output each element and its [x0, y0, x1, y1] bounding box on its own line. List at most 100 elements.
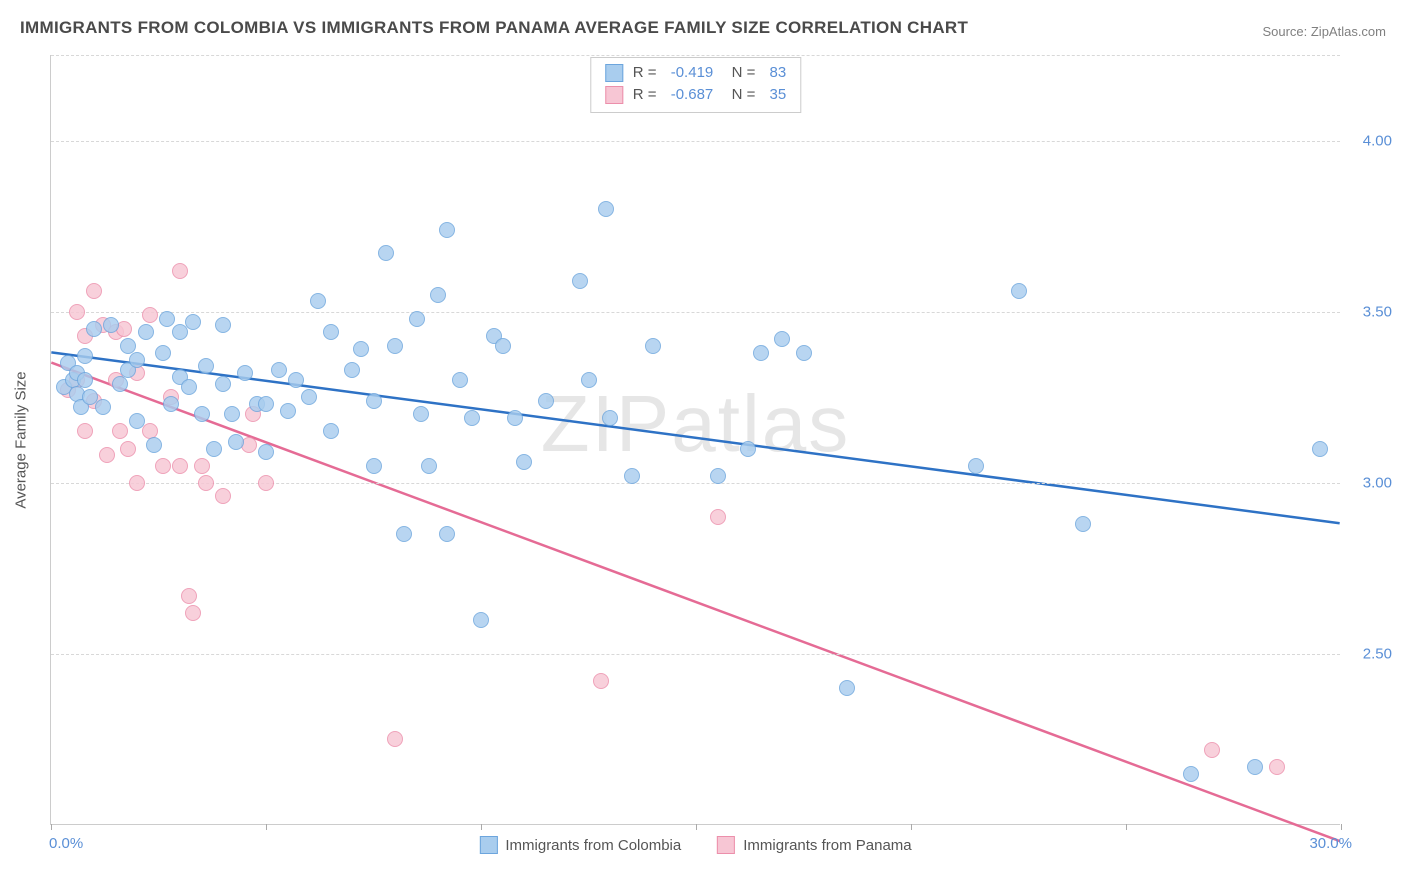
scatter-point-colombia [1247, 759, 1263, 775]
scatter-point-panama [69, 304, 85, 320]
scatter-point-colombia [155, 345, 171, 361]
scatter-point-colombia [710, 468, 726, 484]
grid-line [51, 55, 1340, 56]
scatter-point-colombia [129, 352, 145, 368]
x-tick [266, 824, 267, 830]
scatter-point-colombia [507, 410, 523, 426]
scatter-point-colombia [753, 345, 769, 361]
scatter-point-panama [172, 458, 188, 474]
source-attribution: Source: ZipAtlas.com [1262, 24, 1386, 39]
scatter-point-panama [112, 423, 128, 439]
scatter-point-colombia [310, 293, 326, 309]
scatter-point-colombia [774, 331, 790, 347]
scatter-point-panama [99, 447, 115, 463]
legend-swatch-colombia [479, 836, 497, 854]
regression-line-panama [51, 363, 1339, 841]
legend-item-panama: Immigrants from Panama [717, 836, 911, 854]
scatter-point-colombia [353, 341, 369, 357]
scatter-point-colombia [323, 324, 339, 340]
legend-label-panama: Immigrants from Panama [743, 837, 911, 854]
scatter-point-colombia [409, 311, 425, 327]
scatter-point-colombia [1011, 283, 1027, 299]
scatter-point-colombia [464, 410, 480, 426]
scatter-point-colombia [796, 345, 812, 361]
scatter-point-colombia [1312, 441, 1328, 457]
scatter-point-colombia [77, 348, 93, 364]
scatter-point-panama [181, 588, 197, 604]
scatter-point-colombia [1183, 766, 1199, 782]
scatter-point-colombia [387, 338, 403, 354]
scatter-point-colombia [366, 458, 382, 474]
scatter-point-colombia [129, 413, 145, 429]
scatter-point-colombia [421, 458, 437, 474]
scatter-point-colombia [258, 444, 274, 460]
scatter-point-colombia [439, 526, 455, 542]
scatter-point-colombia [206, 441, 222, 457]
y-tick-label: 2.50 [1363, 645, 1392, 662]
source-name: ZipAtlas.com [1311, 24, 1386, 39]
scatter-point-colombia [112, 376, 128, 392]
x-axis-min-label: 0.0% [49, 835, 83, 852]
scatter-point-panama [258, 475, 274, 491]
scatter-point-colombia [538, 393, 554, 409]
stats-row-panama: R = -0.687 N = 35 [605, 84, 786, 106]
scatter-point-panama [86, 283, 102, 299]
swatch-colombia [605, 64, 623, 82]
scatter-point-colombia [645, 338, 661, 354]
stat-n-value-colombia: 83 [770, 62, 787, 84]
x-tick [1126, 824, 1127, 830]
legend: Immigrants from Colombia Immigrants from… [479, 836, 911, 854]
stats-row-colombia: R = -0.419 N = 83 [605, 62, 786, 84]
scatter-point-colombia [323, 423, 339, 439]
y-tick-label: 3.00 [1363, 474, 1392, 491]
stat-r-value-colombia: -0.419 [671, 62, 714, 84]
stat-n-value-panama: 35 [770, 84, 787, 106]
stat-n-label: N = [723, 62, 759, 84]
scatter-point-panama [710, 509, 726, 525]
x-tick [1341, 824, 1342, 830]
source-label: Source: [1262, 24, 1310, 39]
scatter-point-colombia [366, 393, 382, 409]
grid-line [51, 483, 1340, 484]
scatter-point-colombia [224, 406, 240, 422]
x-tick [481, 824, 482, 830]
scatter-point-panama [77, 423, 93, 439]
scatter-point-colombia [185, 314, 201, 330]
scatter-point-colombia [396, 526, 412, 542]
scatter-point-panama [387, 731, 403, 747]
scatter-point-colombia [194, 406, 210, 422]
scatter-point-colombia [839, 680, 855, 696]
scatter-point-colombia [430, 287, 446, 303]
scatter-point-panama [172, 263, 188, 279]
scatter-point-colombia [378, 245, 394, 261]
scatter-point-colombia [344, 362, 360, 378]
scatter-point-panama [1269, 759, 1285, 775]
scatter-point-colombia [228, 434, 244, 450]
scatter-point-panama [593, 673, 609, 689]
scatter-point-colombia [301, 389, 317, 405]
x-tick [51, 824, 52, 830]
grid-line [51, 654, 1340, 655]
scatter-point-colombia [968, 458, 984, 474]
correlation-stats-box: R = -0.419 N = 83 R = -0.687 N = 35 [590, 57, 801, 113]
scatter-point-colombia [288, 372, 304, 388]
scatter-point-colombia [95, 399, 111, 415]
scatter-point-colombia [452, 372, 468, 388]
scatter-point-panama [142, 307, 158, 323]
scatter-point-colombia [581, 372, 597, 388]
x-tick [696, 824, 697, 830]
chart-title: IMMIGRANTS FROM COLOMBIA VS IMMIGRANTS F… [20, 18, 968, 38]
scatter-point-colombia [495, 338, 511, 354]
stat-r-label: R = [633, 84, 661, 106]
scatter-point-colombia [1075, 516, 1091, 532]
scatter-point-panama [155, 458, 171, 474]
scatter-point-panama [198, 475, 214, 491]
scatter-point-colombia [163, 396, 179, 412]
grid-line [51, 141, 1340, 142]
scatter-point-colombia [198, 358, 214, 374]
scatter-point-colombia [77, 372, 93, 388]
stat-n-label: N = [723, 84, 759, 106]
scatter-point-colombia [413, 406, 429, 422]
swatch-panama [605, 86, 623, 104]
scatter-point-panama [1204, 742, 1220, 758]
